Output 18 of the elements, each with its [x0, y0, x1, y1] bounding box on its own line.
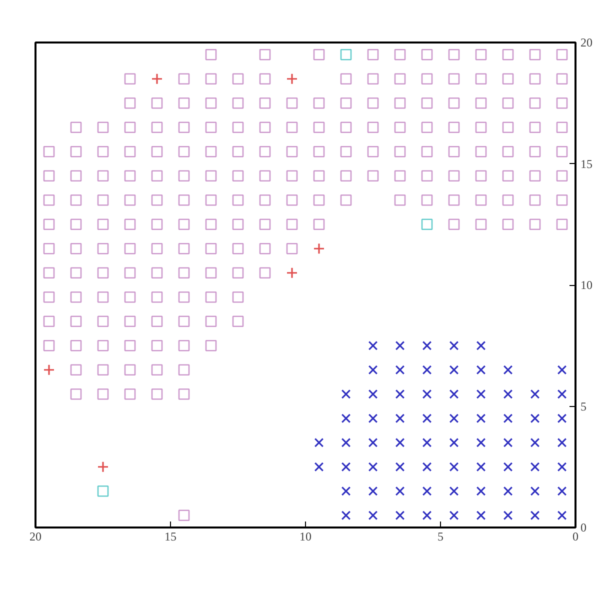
- point: [97, 485, 109, 497]
- point: [286, 267, 298, 279]
- x-tick-label: 5: [438, 530, 444, 544]
- x-tick-label: 15: [164, 530, 176, 544]
- x-tick-label: 20: [30, 530, 42, 544]
- point: [43, 364, 55, 376]
- y-tick-label: 10: [580, 278, 592, 292]
- point: [340, 48, 352, 60]
- y-tick-label: 15: [580, 156, 592, 171]
- y-tick-label: 0: [580, 520, 586, 534]
- point: [286, 73, 298, 85]
- point: [97, 461, 109, 473]
- point: [421, 218, 433, 230]
- x-tick-label: 10: [300, 530, 312, 544]
- point: [313, 242, 325, 254]
- y-tick-label: 5: [580, 399, 586, 414]
- point: [151, 73, 163, 85]
- y-tick-label: 20: [580, 36, 592, 50]
